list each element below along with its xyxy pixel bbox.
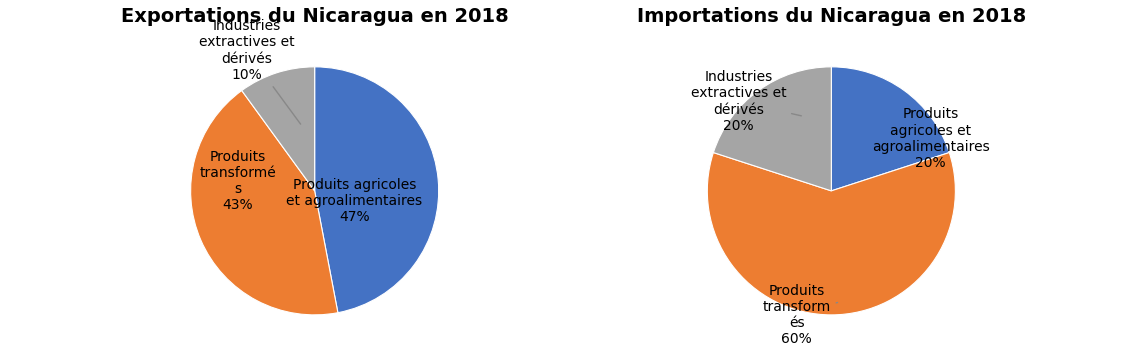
Text: Industries
extractives et
dérivés
20%: Industries extractives et dérivés 20% xyxy=(691,70,801,133)
Wedge shape xyxy=(707,153,956,315)
Text: Produits
transform
és
60%: Produits transform és 60% xyxy=(762,284,838,346)
Text: Produits
agricoles et
agroalimentaires
20%: Produits agricoles et agroalimentaires 2… xyxy=(872,108,989,170)
Text: Produits
transformé
s
43%: Produits transformé s 43% xyxy=(199,150,276,212)
Wedge shape xyxy=(242,67,315,191)
Wedge shape xyxy=(714,67,831,191)
Wedge shape xyxy=(315,67,439,313)
Text: Industries
extractives et
dérivés
10%: Industries extractives et dérivés 10% xyxy=(198,19,300,124)
Wedge shape xyxy=(190,90,338,315)
Title: Importations du Nicaragua en 2018: Importations du Nicaragua en 2018 xyxy=(637,7,1026,26)
Title: Exportations du Nicaragua en 2018: Exportations du Nicaragua en 2018 xyxy=(120,7,509,26)
Text: Produits agricoles
et agroalimentaires
47%: Produits agricoles et agroalimentaires 4… xyxy=(286,177,423,224)
Wedge shape xyxy=(831,67,949,191)
